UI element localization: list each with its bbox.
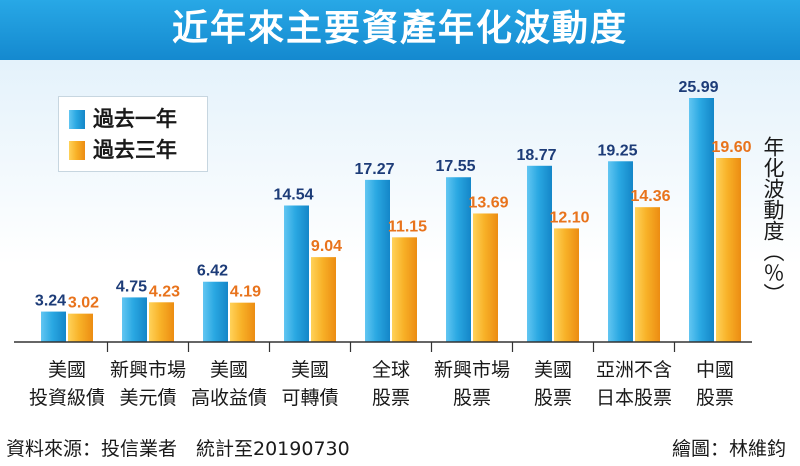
category-label-0: 美國投資級債 [29, 359, 105, 409]
bar-three-year-1 [149, 302, 174, 342]
data-label-one-year-0: 3.24 [35, 293, 66, 310]
category-label-2: 美國高收益債 [191, 359, 267, 409]
category-label-7: 亞洲不含日本股票 [596, 359, 672, 409]
data-label-three-year-6: 12.10 [549, 209, 589, 226]
bar-one-year-6 [527, 165, 552, 342]
bar-three-year-7 [635, 207, 660, 342]
bar-three-year-6 [554, 228, 579, 342]
category-label-4: 全球股票 [372, 359, 410, 409]
data-label-one-year-1: 4.75 [116, 278, 147, 295]
bar-three-year-2 [230, 302, 255, 342]
legend-swatch-one-year [69, 110, 85, 129]
title-bar: 近年來主要資產年化波動度 [0, 0, 800, 60]
data-label-one-year-2: 6.42 [197, 263, 228, 280]
category-label-5: 新興市場股票 [434, 359, 510, 409]
bar-one-year-5 [446, 177, 471, 342]
data-label-one-year-3: 14.54 [273, 186, 313, 203]
data-label-three-year-3: 9.04 [311, 238, 342, 255]
data-label-one-year-7: 19.25 [597, 142, 637, 159]
data-label-three-year-5: 13.69 [468, 194, 508, 211]
legend-label-one-year: 過去一年 [93, 107, 177, 131]
data-label-three-year-2: 4.19 [230, 284, 261, 301]
category-label-6: 美國股票 [534, 359, 572, 409]
bar-three-year-0 [68, 313, 93, 342]
legend-label-three-year: 過去三年 [93, 138, 177, 162]
data-label-three-year-4: 11.15 [388, 218, 427, 235]
legend: 過去一年 過去三年 [58, 96, 208, 172]
data-label-one-year-5: 17.55 [435, 158, 475, 175]
data-label-one-year-8: 25.99 [678, 79, 718, 96]
category-label-8: 中國股票 [696, 359, 734, 409]
data-label-three-year-0: 3.02 [68, 295, 99, 312]
data-label-three-year-8: 19.60 [711, 139, 751, 156]
bar-one-year-0 [41, 311, 66, 342]
legend-swatch-three-year [69, 141, 85, 160]
bar-three-year-5 [473, 213, 498, 342]
bar-one-year-1 [122, 297, 147, 342]
bar-one-year-8 [689, 98, 714, 342]
category-label-1: 新興市場美元債 [110, 359, 186, 409]
category-label-3: 美國可轉債 [281, 359, 338, 409]
data-label-one-year-4: 17.27 [354, 161, 394, 178]
bar-three-year-3 [311, 257, 336, 342]
bar-one-year-2 [203, 281, 228, 342]
chart-title: 近年來主要資產年化波動度 [171, 8, 628, 49]
bar-three-year-8 [716, 157, 741, 342]
data-label-one-year-6: 18.77 [516, 147, 556, 164]
data-label-three-year-1: 4.23 [149, 283, 180, 300]
credit-note: 繪圖：林維鈞 [671, 438, 786, 460]
bar-one-year-3 [284, 205, 309, 342]
bar-one-year-4 [365, 179, 390, 342]
source-note: 資料來源：投信業者 統計至20190730 [6, 438, 350, 460]
y-axis-label: 年化波動度（％） [761, 136, 785, 304]
bar-one-year-7 [608, 161, 633, 342]
data-label-three-year-7: 14.36 [630, 188, 670, 205]
bar-three-year-4 [392, 237, 417, 342]
